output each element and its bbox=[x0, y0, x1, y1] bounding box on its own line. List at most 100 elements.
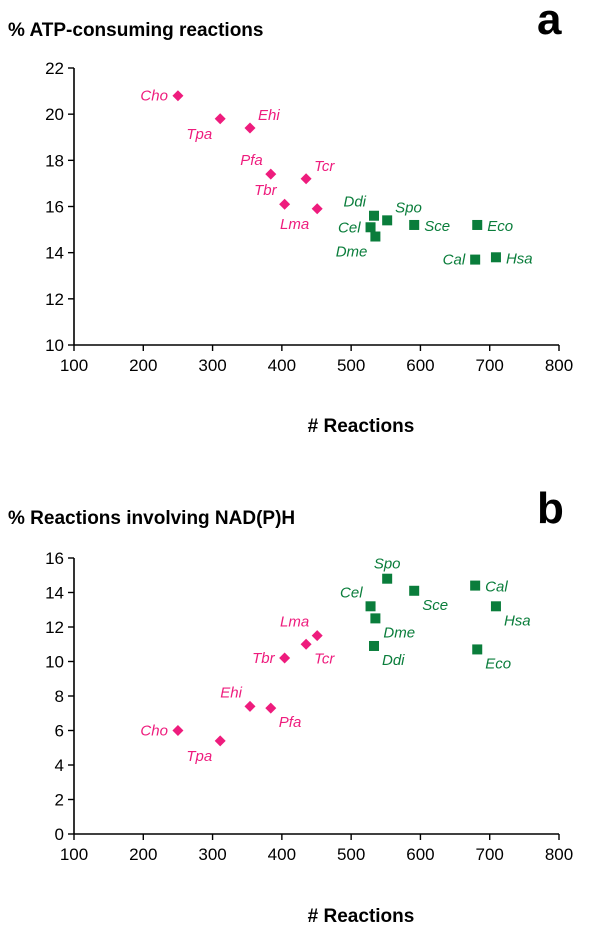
point-label-tpa: Tpa bbox=[186, 748, 212, 765]
panel-b-letter: b bbox=[537, 484, 564, 533]
panel-a: % ATP-consuming reactions a # Reactions … bbox=[8, 0, 573, 437]
y-tick-label: 22 bbox=[45, 59, 64, 78]
x-tick-label: 600 bbox=[406, 845, 434, 864]
data-point-tpa bbox=[214, 735, 226, 747]
point-label-cal: Cal bbox=[485, 579, 508, 596]
point-label-pfa: Pfa bbox=[279, 714, 302, 731]
point-label-sce: Sce bbox=[424, 218, 450, 235]
x-tick-label: 400 bbox=[268, 845, 296, 864]
point-label-lma: Lma bbox=[280, 614, 309, 631]
point-label-cho: Cho bbox=[140, 88, 168, 105]
point-label-lma: Lma bbox=[280, 216, 309, 233]
panel-b-x-axis-label: # Reactions bbox=[308, 906, 415, 927]
panel-b: % Reactions involving NAD(P)H b # Reacti… bbox=[8, 484, 573, 927]
data-point-pfa bbox=[265, 168, 277, 180]
y-tick-label: 4 bbox=[55, 756, 64, 775]
point-label-dme: Dme bbox=[336, 244, 368, 261]
y-tick-label: 0 bbox=[55, 825, 64, 844]
y-tick-label: 16 bbox=[45, 198, 64, 217]
point-label-cho: Cho bbox=[140, 723, 168, 740]
data-point-pfa bbox=[265, 702, 277, 714]
point-label-ehi: Ehi bbox=[220, 684, 242, 701]
x-tick-label: 300 bbox=[198, 845, 226, 864]
x-tick-label: 500 bbox=[337, 845, 365, 864]
x-tick-label: 200 bbox=[129, 845, 157, 864]
x-tick-label: 300 bbox=[198, 356, 226, 375]
data-point-lma bbox=[311, 203, 323, 215]
data-point-spo bbox=[382, 215, 393, 226]
point-label-tcr: Tcr bbox=[314, 158, 335, 175]
data-point-dme bbox=[370, 231, 381, 242]
y-tick-label: 2 bbox=[55, 791, 64, 810]
x-tick-label: 200 bbox=[129, 356, 157, 375]
point-label-eco: Eco bbox=[485, 655, 511, 672]
data-point-lma bbox=[311, 630, 323, 642]
x-tick-label: 100 bbox=[60, 845, 88, 864]
data-point-ehi bbox=[244, 122, 256, 134]
point-label-ddi: Ddi bbox=[382, 652, 405, 669]
x-tick-label: 700 bbox=[476, 356, 504, 375]
x-tick-label: 100 bbox=[60, 356, 88, 375]
x-tick-label: 600 bbox=[406, 356, 434, 375]
y-tick-label: 12 bbox=[45, 290, 64, 309]
data-point-cel bbox=[365, 601, 376, 612]
panel-a-x-axis-label: # Reactions bbox=[308, 416, 415, 437]
x-tick-label: 400 bbox=[268, 356, 296, 375]
y-tick-label: 16 bbox=[45, 549, 64, 568]
point-label-eco: Eco bbox=[487, 218, 513, 235]
point-label-tpa: Tpa bbox=[186, 126, 212, 143]
x-tick-label: 800 bbox=[545, 845, 573, 864]
data-point-tcr bbox=[300, 638, 312, 650]
panel-b-title: % Reactions involving NAD(P)H bbox=[8, 508, 295, 529]
point-label-spo: Spo bbox=[374, 556, 401, 573]
y-tick-label: 20 bbox=[45, 105, 64, 124]
y-tick-label: 12 bbox=[45, 618, 64, 637]
panel-a-title: % ATP-consuming reactions bbox=[8, 20, 263, 41]
y-tick-label: 18 bbox=[45, 151, 64, 170]
data-point-cal bbox=[470, 580, 481, 591]
x-tick-label: 700 bbox=[476, 845, 504, 864]
point-label-hsa: Hsa bbox=[506, 250, 533, 267]
point-label-spo: Spo bbox=[395, 199, 422, 216]
data-point-hsa bbox=[490, 601, 501, 612]
y-tick-label: 8 bbox=[55, 687, 64, 706]
x-tick-label: 800 bbox=[545, 356, 573, 375]
point-label-hsa: Hsa bbox=[504, 612, 531, 629]
point-label-cel: Cel bbox=[340, 584, 363, 601]
data-point-ddi bbox=[369, 640, 380, 651]
data-point-cal bbox=[470, 254, 481, 265]
data-point-tbr bbox=[279, 198, 291, 210]
data-point-dme bbox=[370, 613, 381, 624]
data-point-sce bbox=[409, 219, 420, 230]
y-tick-label: 10 bbox=[45, 653, 64, 672]
panel-a-letter: a bbox=[537, 0, 562, 44]
data-point-eco bbox=[472, 644, 483, 655]
data-point-cho bbox=[172, 725, 184, 736]
data-point-ehi bbox=[244, 700, 256, 712]
y-tick-label: 14 bbox=[45, 584, 64, 603]
data-point-sce bbox=[409, 585, 420, 596]
y-tick-label: 6 bbox=[55, 722, 64, 741]
point-label-cel: Cel bbox=[338, 219, 361, 236]
point-label-tbr: Tbr bbox=[252, 650, 276, 667]
data-point-tcr bbox=[300, 173, 312, 185]
data-point-cho bbox=[172, 90, 184, 102]
data-point-hsa bbox=[490, 252, 501, 263]
data-point-spo bbox=[382, 573, 393, 584]
data-point-ddi bbox=[369, 210, 380, 221]
point-label-ddi: Ddi bbox=[343, 194, 366, 211]
data-point-eco bbox=[472, 219, 483, 230]
data-point-cel bbox=[365, 222, 376, 233]
point-label-tbr: Tbr bbox=[254, 182, 278, 199]
data-point-tbr bbox=[279, 652, 291, 664]
point-label-sce: Sce bbox=[422, 597, 448, 614]
y-tick-label: 14 bbox=[45, 244, 64, 263]
point-label-dme: Dme bbox=[383, 624, 415, 641]
data-point-tpa bbox=[214, 113, 226, 125]
point-label-cal: Cal bbox=[443, 252, 466, 269]
point-label-pfa: Pfa bbox=[240, 152, 263, 169]
point-label-tcr: Tcr bbox=[314, 650, 335, 667]
x-tick-label: 500 bbox=[337, 356, 365, 375]
point-label-ehi: Ehi bbox=[258, 107, 280, 124]
